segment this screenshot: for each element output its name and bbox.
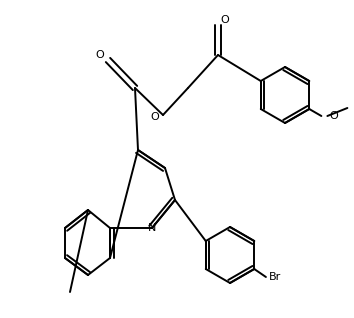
Text: Br: Br (269, 272, 281, 282)
Text: O: O (150, 112, 159, 122)
Text: N: N (148, 223, 156, 233)
Text: O: O (96, 50, 104, 60)
Text: O: O (221, 15, 229, 25)
Text: O: O (329, 111, 338, 121)
